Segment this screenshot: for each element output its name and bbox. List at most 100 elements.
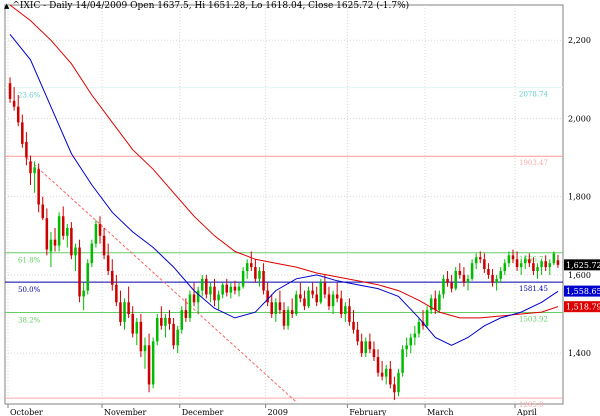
candle-body [115,284,118,303]
fib-level-value-label: 1903.47 [519,159,548,167]
x-tick-label: March [427,408,453,416]
candle-body [429,298,433,311]
candle-body [196,290,200,303]
candle-body [401,349,404,373]
y-tick-label: 2,200 [568,36,591,45]
candle-body [299,294,302,299]
candle-body [184,310,188,318]
candle-body [442,278,445,295]
candle-body [70,227,73,256]
candle-body [515,259,519,268]
candle-body [262,271,265,291]
candle-body [110,271,114,285]
candle-body [487,269,490,275]
gridlines [5,5,563,404]
y-tick-label: 1,800 [568,193,591,202]
candle-body [552,253,556,264]
candle-body [41,204,45,219]
candle-body [172,323,175,346]
candle-body [548,263,552,268]
candle-body [393,384,396,393]
candle-body [303,298,306,307]
candle-body [450,282,453,289]
candle-body [519,263,523,268]
downtrend-line [26,157,297,403]
candle-body [474,257,478,264]
x-tick-label: October [10,408,43,416]
candle-body [135,321,139,334]
candle-body [389,368,392,385]
candle-body [536,267,539,271]
fib-level-percent-label: 61.8% [18,257,41,265]
candle-body [483,259,486,270]
candle-body [466,278,470,283]
candle-body [53,239,57,246]
candle-body [438,294,441,311]
y-tick-label: 1,400 [568,349,591,358]
candle-body [376,357,380,373]
candle-body [233,286,237,291]
candle-body [176,329,179,346]
candle-body [16,106,20,123]
candle-body [168,317,171,324]
candle-body [540,261,543,268]
candle-body [188,294,192,318]
candle-body [544,261,547,268]
candle-body [217,294,220,301]
price-tag-box [564,285,600,297]
candle-body [205,278,208,295]
candle-body [421,321,425,326]
candle-body [491,274,494,283]
candle-body [155,317,159,342]
candle-body [98,224,102,236]
candle-body [29,161,32,174]
candle-body [434,298,437,311]
candle-body [160,317,163,326]
candle-body [270,302,274,315]
price-tags: 1,625.72 1,558.65 1,518.79 [564,259,600,313]
candle-body [151,341,155,385]
slow-moving-average-line [9,4,559,319]
candle-body [180,310,184,330]
fib-level-percent-label: 38.2% [18,316,41,324]
candle-body [123,302,126,322]
fib-level-percent-label: 23.6% [18,92,41,100]
candle-body [8,83,12,99]
candle-body [458,271,462,275]
candle-body [495,278,498,283]
candle-body [245,263,249,271]
price-tag-label: 1,518.79 [566,303,600,312]
candle-body [139,321,143,352]
candle-body [258,271,261,279]
candle-body [164,317,167,326]
plot-area [4,4,564,405]
fibonacci-levels: 23.6%2078.741903.4761.8%1656.7150.0%1581… [5,87,563,409]
candle-body [470,263,474,279]
candle-body [556,260,560,265]
candle-body [356,329,359,342]
candle-body [331,294,335,307]
candle-body [307,290,310,307]
x-tick-label: April [516,408,537,416]
candle-body [344,306,347,315]
candle-body [33,167,36,174]
fib-level-value-label: 1503.92 [519,315,548,323]
candle-body [94,224,98,244]
candle-body [348,306,351,322]
candle-body [364,341,368,354]
candle-body [250,263,253,268]
candle-body [237,286,241,291]
candle-body [37,169,40,205]
chart-header: ▲ ^IXIC - Daily 14/04/2009 Open 1637.5, H… [4,1,409,11]
candle-body [511,255,515,260]
candle-body [106,255,110,271]
candle-body [254,267,257,279]
candle-body [78,247,81,297]
candle-body [294,294,298,315]
price-tag-label: 1,558.65 [566,287,600,296]
x-tick-label: November [104,408,147,416]
candle-body [278,302,282,311]
candlesticks [8,77,560,401]
candle-body [57,216,61,246]
